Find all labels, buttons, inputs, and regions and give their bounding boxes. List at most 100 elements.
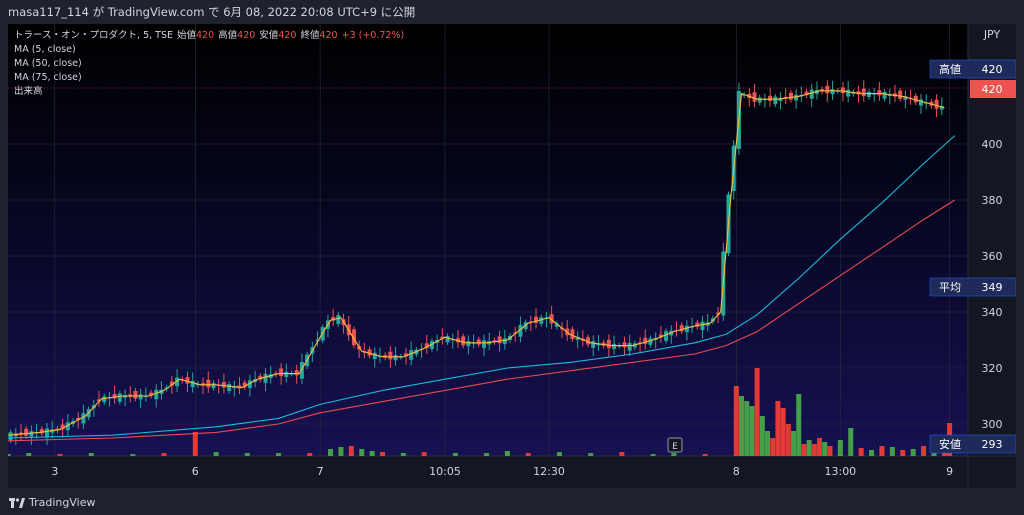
publish-header: masa117_114 が TradingView.com で 6月 08, 2… (0, 0, 1024, 24)
candle-body (794, 94, 799, 101)
volume-bar (749, 406, 755, 456)
candle-body (752, 92, 757, 102)
time-tick-label: 12:30 (533, 465, 565, 478)
volume-bar (822, 442, 828, 456)
legend-ma75[interactable]: MA (75, close) (14, 72, 82, 83)
tradingview-logo[interactable]: TradingView (9, 496, 95, 509)
candle-body (866, 91, 871, 97)
volume-bar (780, 408, 786, 456)
volume-bar (837, 440, 843, 456)
volume-bar (733, 386, 739, 456)
volume-bar (744, 401, 750, 456)
candle-body (81, 413, 86, 424)
price-tick-label: 380 (982, 194, 1003, 207)
volume-bar (130, 454, 136, 456)
candle-body (882, 91, 887, 99)
volume-bar (5, 454, 11, 456)
volume-bar (785, 424, 791, 456)
candle-body (39, 429, 44, 434)
volume-bar (770, 438, 776, 456)
candle-body (263, 373, 268, 383)
price-axis: 400 380 360 340 320 300 (982, 138, 1003, 431)
avg-tag-label: 平均 (939, 281, 961, 294)
event-marker[interactable]: E (667, 437, 683, 453)
candle-body (877, 90, 882, 96)
candle-body (409, 350, 414, 360)
candle-body (29, 431, 34, 437)
candle-body (221, 382, 226, 388)
candle-body (8, 432, 13, 441)
volume-bar (588, 453, 594, 456)
volume-bar (775, 401, 781, 456)
legend: トラース・オン・プロダクト, 5, TSE 始値420 高値420 安値420 終値42… (14, 29, 404, 97)
candle-body (424, 343, 429, 349)
candle-body (575, 336, 580, 340)
volume-bar (910, 449, 916, 456)
volume-bar (192, 432, 198, 456)
legend-volume[interactable]: 出来高 (14, 85, 43, 97)
volume-bar (380, 452, 386, 456)
candle-body (622, 342, 627, 348)
candle-body (133, 390, 138, 399)
volume-bar (348, 446, 354, 456)
volume-bar (900, 450, 906, 456)
chart-frame[interactable]: 400 380 360 340 320 300 3 6 7 10:05 12:30 8 13:00 9 … (5, 24, 1017, 488)
candle-body (768, 95, 773, 101)
high-tag-label: 高値 (939, 62, 961, 76)
candle-body (227, 383, 232, 391)
time-tick-label: 10:05 (429, 465, 461, 478)
candle-body (138, 394, 143, 400)
candle-body (482, 340, 486, 348)
legend-high-value: 420 (237, 30, 255, 41)
volume-bar (26, 453, 32, 456)
candle-body (294, 370, 299, 376)
candle-body (497, 336, 502, 344)
candle-body (247, 380, 252, 389)
volume-bar (421, 452, 427, 456)
candle-body (773, 96, 778, 105)
candle-body (466, 341, 471, 347)
legend-open-label: 始値 (177, 29, 197, 41)
price-tick-label: 400 (982, 138, 1003, 151)
low-tag: 安値 293 (929, 434, 1017, 454)
volume-bar (452, 453, 458, 456)
volume-bar (817, 438, 823, 456)
volume-bar (754, 368, 760, 456)
price-tick-label: 320 (982, 362, 1003, 375)
volume-bar (161, 453, 167, 456)
candle-body (939, 105, 944, 110)
footer-brand: TradingView (29, 496, 96, 509)
ma50-line (7, 135, 956, 439)
volume-bar (504, 451, 510, 456)
volume-bar (307, 453, 313, 456)
candle-body (700, 321, 705, 331)
legend-close-label: 終値 (300, 29, 320, 41)
candle-body (388, 351, 393, 360)
price-tick-label: 360 (982, 250, 1003, 263)
volume-bar (848, 428, 854, 456)
candle-body (185, 377, 190, 384)
volume-bar (400, 453, 406, 456)
legend-ma50[interactable]: MA (50, close) (14, 58, 82, 69)
volume-bar (739, 396, 745, 456)
volume-bar (338, 447, 344, 456)
event-marker-label: E (672, 442, 678, 452)
candle-body (898, 90, 903, 99)
tradingview-icon (9, 497, 25, 508)
volume-bar (811, 444, 817, 456)
publish-line: masa117_114 が TradingView.com で 6月 08, 2… (8, 5, 416, 19)
candle-body (830, 89, 835, 95)
volume-bar (827, 446, 833, 456)
volume-bar (556, 452, 562, 456)
candle-body (175, 377, 180, 387)
legend-symbol: トラース・オン・プロダクト, 5, TSE (14, 29, 173, 41)
legend-change: +3 (+0.72%) (342, 30, 405, 41)
candle-body (591, 340, 596, 348)
candle-body (825, 85, 830, 94)
volume-bar (921, 446, 927, 456)
candle-body (102, 396, 107, 403)
candle-body (549, 314, 554, 324)
legend-ma5[interactable]: MA (5, close) (14, 44, 76, 55)
